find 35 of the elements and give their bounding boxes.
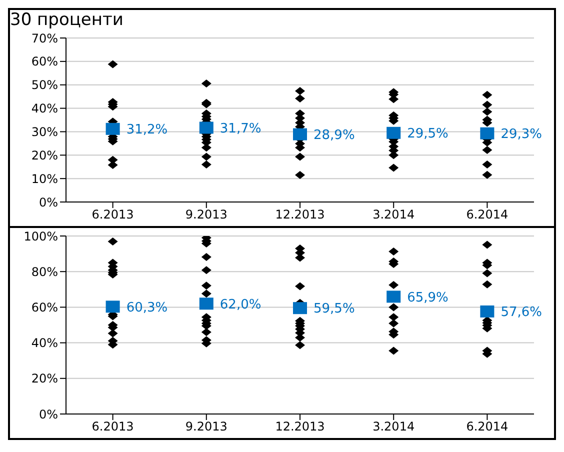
data-label: 31,2%: [126, 122, 168, 138]
y-tick-label: 60%: [31, 54, 58, 69]
x-tick-label: 6.2014: [466, 420, 508, 434]
x-tick-label: 9.2013: [185, 208, 228, 222]
y-tick-label: 30%: [31, 124, 58, 139]
y-tick-label: 50%: [31, 78, 58, 92]
y-tick-label: 10%: [31, 172, 58, 186]
data-label: 65,9%: [407, 290, 448, 306]
x-tick-label: 9.2013: [185, 420, 228, 434]
data-label: 31,7%: [220, 121, 262, 136]
y-tick-label: 100%: [24, 229, 58, 244]
x-tick-label: 6.2013: [92, 420, 134, 434]
x-tick-label: 6.2013: [92, 208, 134, 222]
y-tick-label: 60%: [31, 300, 58, 314]
y-tick-label: 0%: [38, 195, 58, 210]
data-label: 62,0%: [220, 297, 262, 312]
data-label: 29,3%: [500, 126, 542, 142]
x-tick-label: 3.2014: [372, 420, 415, 434]
data-label: 29,5%: [407, 126, 448, 142]
y-tick-label: 0%: [38, 407, 58, 422]
y-tick-label: 80%: [31, 264, 58, 279]
x-tick-label: 12.2013: [275, 420, 325, 434]
x-tick-label: 6.2014: [466, 208, 508, 222]
chart-title: 30 проценти: [10, 10, 124, 30]
data-label: 60,3%: [126, 300, 168, 316]
data-label: 59,5%: [314, 302, 355, 317]
data-label: 28,9%: [314, 128, 355, 143]
data-label: 57,6%: [500, 305, 542, 320]
y-tick-label: 20%: [31, 148, 58, 162]
y-tick-label: 20%: [31, 372, 58, 386]
x-tick-label: 3.2014: [372, 208, 415, 222]
x-tick-label: 12.2013: [275, 208, 325, 222]
y-tick-label: 70%: [31, 31, 58, 46]
y-tick-label: 40%: [31, 336, 58, 350]
y-tick-label: 40%: [31, 102, 58, 116]
